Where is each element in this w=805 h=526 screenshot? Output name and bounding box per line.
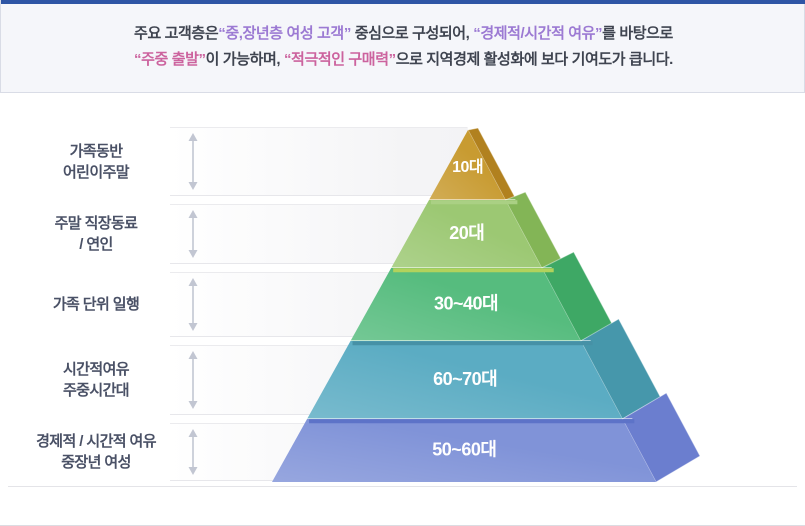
row-label-line: 주말 직장동료: [54, 215, 138, 232]
updown-arrow-icon: [188, 182, 198, 190]
pyramid-level-label: 60~70대: [433, 369, 497, 389]
header-text-segment-default: 중심으로 구성되어,: [350, 25, 474, 42]
row-label-line: 주중시간대: [62, 382, 130, 399]
header-text-segment-purple: “경제적/시간적 여유”: [473, 25, 603, 42]
row-label-line: 어린이주말: [62, 163, 130, 181]
row-label: 가족 단위 일행: [10, 281, 182, 329]
updown-arrow-icon: [188, 133, 198, 141]
header-text-segment-default: 를 바탕으로: [602, 25, 673, 42]
header-text-segment-default: 으로 지역경제 활성화에 보다 기여도가 큽니다.: [395, 51, 674, 68]
row-label-line: / 연인: [79, 236, 113, 253]
header-text: 주요 고객층은“중,장년층 여성 고객” 중심으로 구성되어, “경제적/시간적…: [1, 21, 805, 73]
pyramid-level-sheen: [272, 419, 656, 482]
header-text-segment-pink: “적극적인 구매력”: [283, 51, 396, 68]
updown-arrow-icon: [188, 250, 198, 258]
header-notice: 주요 고객층은“중,장년층 여성 고객” 중심으로 구성되어, “경제적/시간적…: [0, 0, 805, 93]
header-text-segment-default: 주요 고객층은: [134, 25, 219, 42]
header-accent-bar: [1, 0, 805, 4]
pyramid-level-label: 30~40대: [434, 294, 498, 314]
row-label-line: 시간적여유: [62, 361, 130, 378]
pyramid-level-label: 50~60대: [432, 440, 496, 460]
pyramid-level-label: 20대: [449, 223, 484, 243]
row-label-line: 경제적 / 시간적 여유: [36, 433, 156, 450]
header-text-segment-default: 이 가능하며,: [205, 51, 284, 68]
header-line-2: “주중 출발”이 가능하며, “적극적인 구매력”으로 지역경제 활성화에 보다…: [1, 47, 805, 73]
updown-arrow-icon: [188, 429, 198, 437]
updown-arrow-icon: [188, 351, 198, 359]
row-label-line: 가족 단위 일행: [52, 296, 140, 313]
row-label-line: 중장년 여성: [61, 454, 131, 471]
updown-arrow-icon: [188, 323, 198, 331]
pyramid-level-sheen: [350, 268, 581, 341]
header-text-segment-purple: “중,장년층 여성 고객”: [218, 25, 351, 42]
pyramid-level-label: 10대: [452, 158, 483, 176]
pyramid-level-side: [621, 392, 701, 483]
updown-arrow-icon: [188, 401, 198, 409]
header-line-1: 주요 고객층은“중,장년층 여성 고객” 중심으로 구성되어, “경제적/시간적…: [1, 21, 805, 47]
pyramid-level-sheen: [391, 200, 542, 268]
row-label: 주말 직장동료 / 연인: [10, 210, 182, 258]
header-text-segment-pink: “주중 출발”: [134, 51, 206, 68]
updown-arrow-icon: [188, 210, 198, 218]
updown-arrow-icon: [188, 467, 198, 475]
row-label-line: 가족동반: [69, 142, 123, 160]
pyramid-level-sheen: [429, 130, 506, 200]
updown-arrow-icon: [188, 278, 198, 286]
pyramid-level-sheen: [307, 341, 623, 419]
